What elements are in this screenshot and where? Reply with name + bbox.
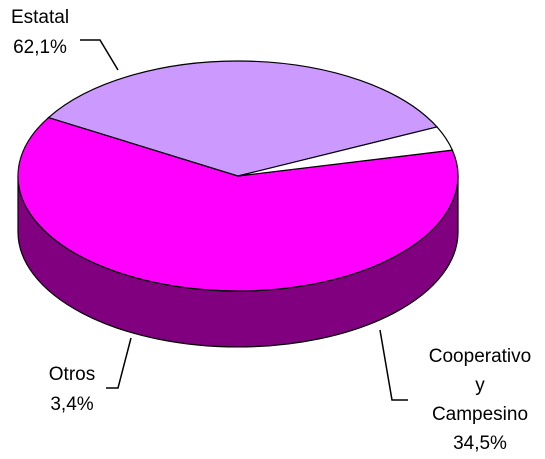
leader-line: [379, 329, 408, 401]
leader-line: [80, 39, 119, 71]
leader-line: [106, 337, 132, 389]
pie: [17, 60, 459, 348]
labels: Estatal 62,1% Cooperativo y Campesino 34,5% Ot…: [11, 7, 531, 454]
value-label: 3,4%: [50, 394, 93, 415]
label-line: Cooperativo: [429, 346, 531, 367]
slice: [237, 126, 454, 177]
category-label: Otros: [49, 364, 95, 385]
slice: [47, 60, 439, 177]
value-label: 34,5%: [453, 433, 507, 454]
label-line: Otros: [49, 364, 95, 385]
value-label: 62,1%: [13, 37, 67, 58]
label-line: Estatal: [11, 7, 69, 28]
label-line: Campesino: [432, 404, 528, 425]
category-label: Cooperativo y Campesino: [429, 346, 531, 425]
label-line: y: [475, 375, 485, 396]
slice: [17, 116, 459, 292]
category-label: Estatal: [11, 7, 69, 28]
